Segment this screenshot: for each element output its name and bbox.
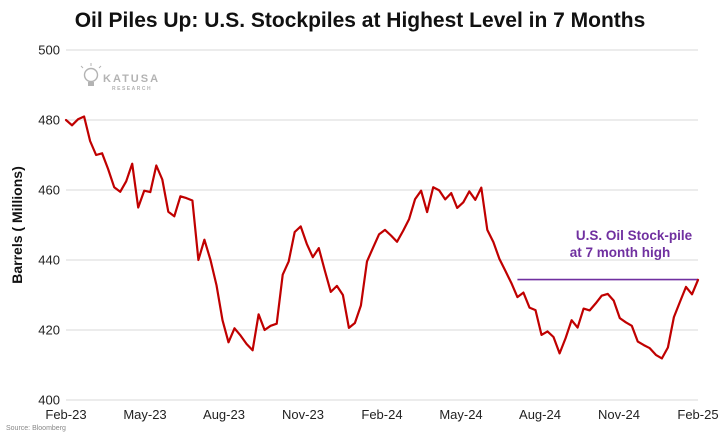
- y-tick-label: 420: [38, 323, 60, 338]
- x-tick-label: Nov-24: [598, 407, 640, 422]
- x-tick-label: Feb-24: [361, 407, 402, 422]
- y-tick-label: 400: [38, 393, 60, 408]
- lightbulb-icon: [80, 63, 102, 86]
- annotation-line-1: U.S. Oil Stock-pile: [576, 228, 693, 243]
- logo-sub-text: RESEARCH: [112, 86, 152, 92]
- y-axis-label: Barrels ( Millions): [9, 166, 25, 283]
- x-tick-label: May-24: [439, 407, 482, 422]
- x-tick-label: Aug-23: [203, 407, 245, 422]
- y-axis-ticks: 400 420 440 460 480 500: [38, 43, 60, 408]
- y-tick-label: 460: [38, 183, 60, 198]
- logo-main-text: KATUSA: [103, 73, 160, 85]
- y-tick-label: 500: [38, 43, 60, 58]
- annotation-line-2: at 7 month high: [570, 245, 671, 260]
- x-tick-label: Nov-23: [282, 407, 324, 422]
- x-tick-label: Aug-24: [519, 407, 561, 422]
- katusa-logo: KATUSA RESEARCH: [80, 63, 160, 92]
- x-tick-label: May-23: [123, 407, 166, 422]
- chart-title: Oil Piles Up: U.S. Stockpiles at Highest…: [74, 9, 646, 32]
- x-tick-label: Feb-23: [45, 407, 86, 422]
- grid-lines: [66, 49, 698, 401]
- x-axis-ticks: Feb-23 May-23 Aug-23 Nov-23 Feb-24 May-24 Aug-…: [45, 407, 718, 422]
- series-group: [64, 115, 700, 360]
- x-tick-label: Feb-25: [677, 407, 718, 422]
- series-line-oil-stocks: [64, 115, 700, 360]
- y-tick-label: 440: [38, 253, 60, 268]
- y-tick-label: 480: [38, 113, 60, 128]
- source-note: Source: Bloomberg: [6, 425, 66, 432]
